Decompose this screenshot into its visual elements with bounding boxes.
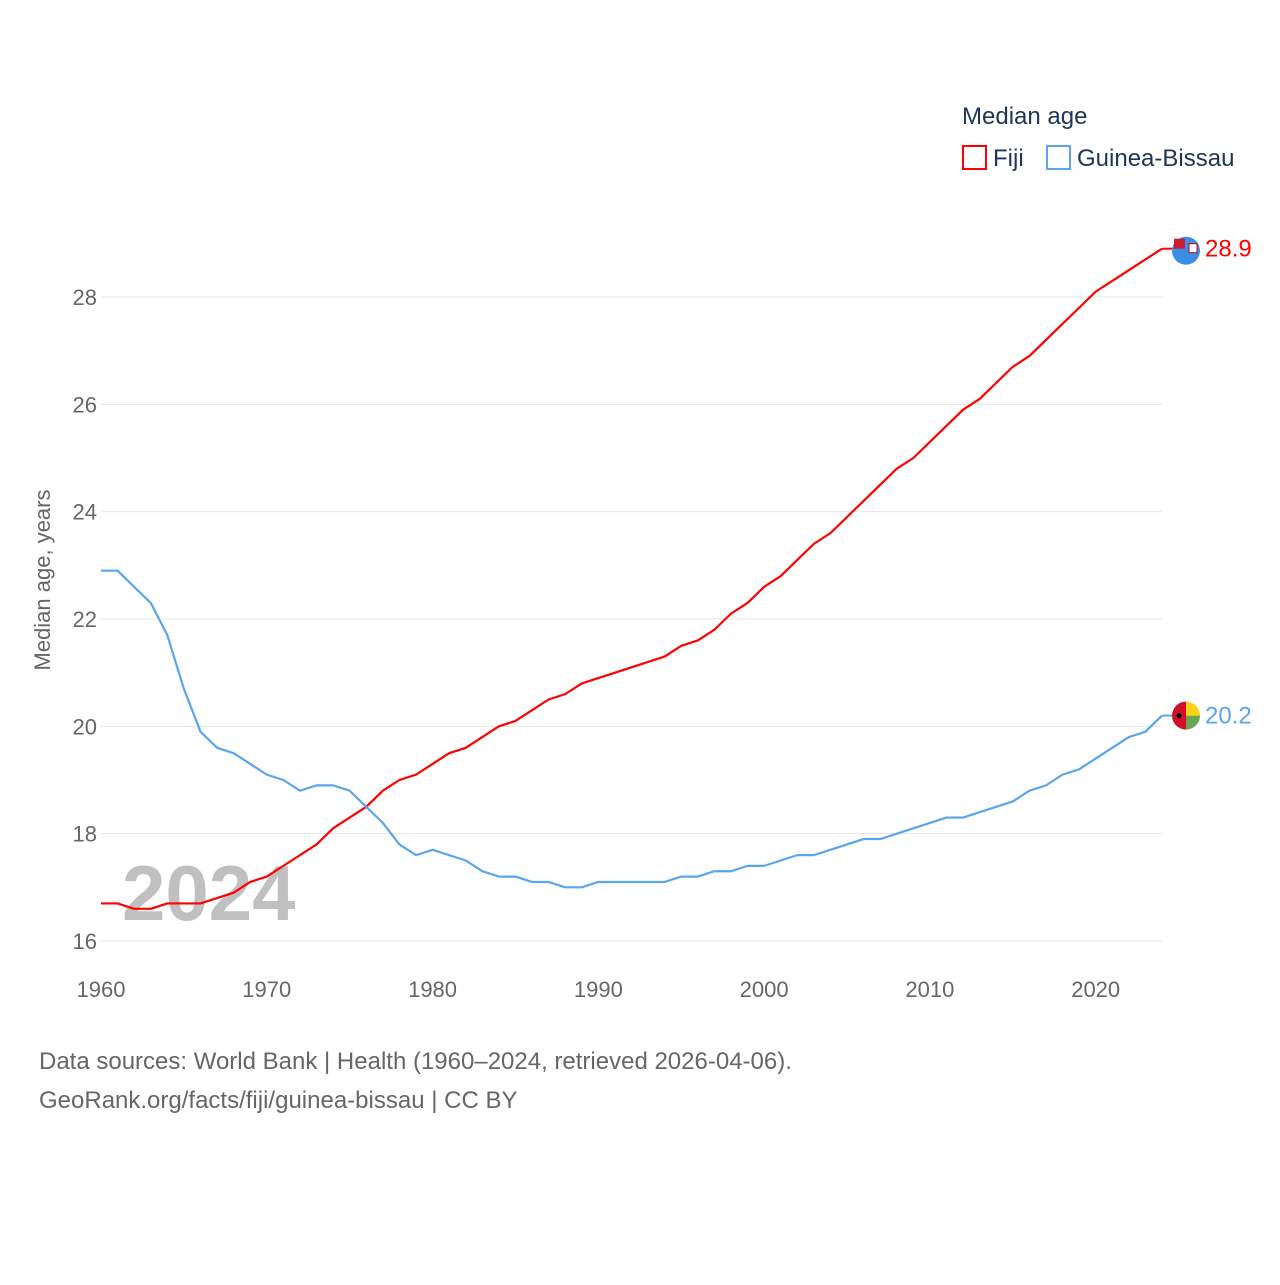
y-tick-label: 22 [73, 607, 97, 632]
y-tick-label: 24 [73, 500, 97, 525]
y-tick-label: 16 [73, 929, 97, 954]
flag-icon-guinea-bissau [1172, 701, 1200, 730]
y-tick-label: 20 [73, 714, 97, 739]
x-tick-label: 1990 [574, 977, 623, 1002]
legend-swatch-fiji [962, 145, 987, 170]
y-axis-ticks: 16 18 20 22 24 26 28 [73, 285, 97, 954]
x-tick-label: 2010 [905, 977, 954, 1002]
x-tick-label: 1970 [242, 977, 291, 1002]
legend-label-fiji: Fiji [993, 145, 1024, 172]
x-tick-label: 2000 [740, 977, 789, 1002]
flag-star [1176, 713, 1182, 719]
end-value-label-guinea-bissau: 20.2 [1205, 703, 1252, 730]
y-tick-label: 28 [73, 285, 97, 310]
end-value-label-fiji: 28.9 [1205, 236, 1252, 263]
y-tick-label: 18 [73, 822, 97, 847]
legend-item-guinea-bissau[interactable]: Guinea-Bissau [1046, 145, 1234, 172]
flag-yellow [1186, 701, 1200, 716]
legend-item-fiji[interactable]: Fiji [962, 145, 1024, 172]
legend-swatch-guinea-bissau [1046, 145, 1071, 170]
flag-canton [1174, 238, 1185, 249]
footer-sources: Data sources: World Bank | Health (1960–… [39, 1048, 792, 1075]
grid-lines [101, 296, 1162, 942]
year-watermark: 2024 [122, 849, 296, 937]
legend-label-guinea-bissau: Guinea-Bissau [1077, 145, 1234, 172]
legend-title: Median age [962, 103, 1087, 130]
flag-green [1186, 715, 1200, 730]
series-line-fiji [101, 247, 1163, 910]
series-line-guinea-bissau [101, 569, 1163, 889]
x-tick-label: 1960 [77, 977, 126, 1002]
y-tick-label: 26 [73, 392, 97, 417]
series-lines [101, 247, 1163, 910]
y-axis-label: Median age, years [30, 490, 55, 671]
footer-link[interactable]: GeoRank.org/facts/fiji/guinea-bissau | C… [39, 1087, 517, 1114]
flag-shield [1188, 243, 1198, 254]
end-labels: 28.9 20.2 [1162, 236, 1252, 730]
x-tick-label: 1980 [408, 977, 457, 1002]
x-tick-label: 2020 [1071, 977, 1120, 1002]
x-axis-ticks: 1960 1970 1980 1990 2000 2010 2020 [77, 977, 1121, 1002]
flag-icon-fiji [1172, 236, 1200, 265]
